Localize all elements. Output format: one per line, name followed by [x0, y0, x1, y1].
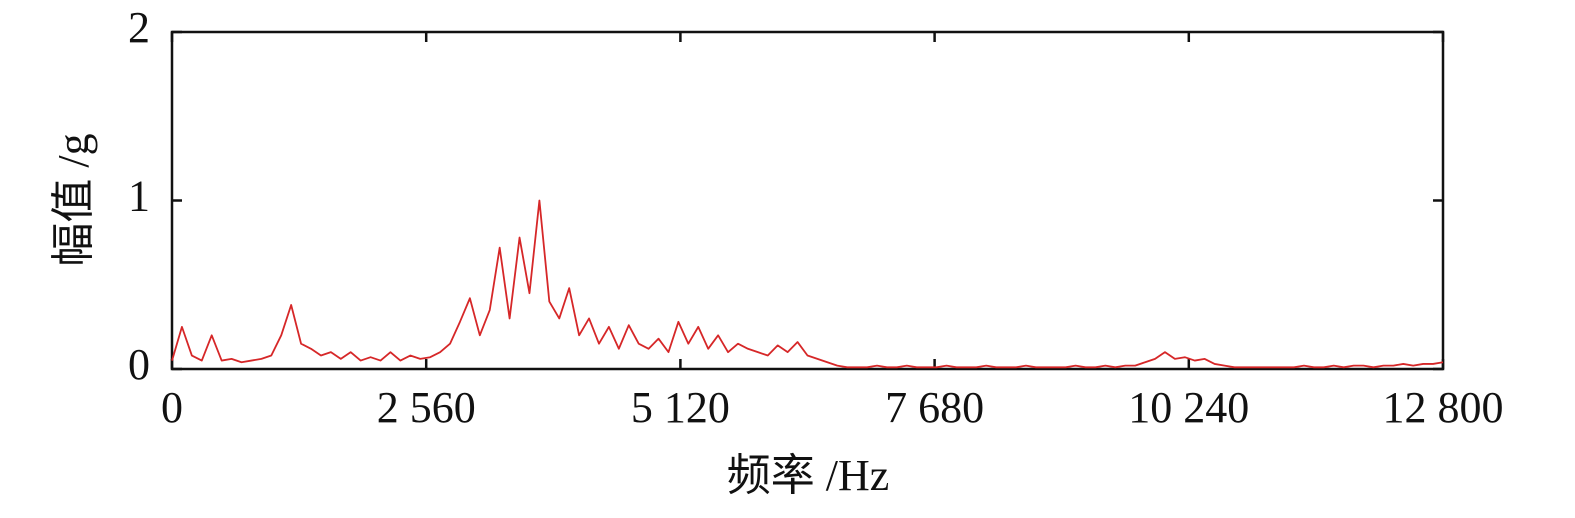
y-tick-label: 1 [128, 172, 150, 221]
y-tick-label: 0 [128, 340, 150, 389]
x-tick-label: 10 240 [1128, 383, 1249, 432]
x-axis-title: 频率 /Hz [727, 451, 890, 500]
spectrum-line [171, 199, 1444, 369]
x-tick-label: 7 680 [885, 383, 984, 432]
x-tick-label: 2 560 [377, 383, 476, 432]
x-tick-label: 5 120 [631, 383, 730, 432]
x-tick-label: 0 [161, 383, 183, 432]
x-tick-label: 12 800 [1383, 383, 1504, 432]
y-axis-title: 幅值 /g [49, 133, 98, 266]
plot-frame [170, 30, 1445, 371]
y-tick-label: 2 [128, 3, 150, 52]
